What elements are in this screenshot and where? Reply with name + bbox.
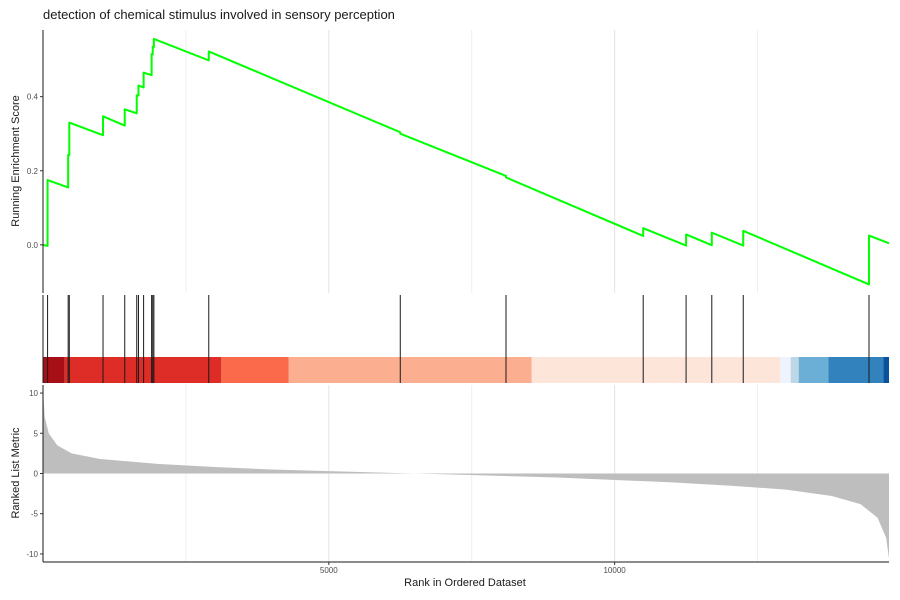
es-tick-label: 0.0 [27,241,39,250]
tick-labels: 0.0 0.2 0.4 10 5 0 -5 -10 5000 10000 [26,93,626,575]
color-band [64,357,222,383]
metric-tick-label: 0 [34,470,39,479]
enrichment-score-line [42,37,890,286]
color-band [780,357,791,383]
color-band [221,357,289,383]
enrichment-score-path [42,37,890,286]
metric-tick-label: 5 [34,429,39,438]
x-tick-label: 10000 [603,566,626,575]
color-band [790,357,799,383]
es-tick-label: 0.2 [27,167,39,176]
color-band [883,357,889,383]
es-tick-label: 0.4 [27,93,39,102]
ranked-metric-area-path [43,389,889,559]
color-band [798,357,829,383]
metric-tick-label: -5 [31,510,39,519]
color-band [43,357,65,383]
ranked-metric-area [43,389,889,559]
color-band [288,357,532,383]
y-axis-title-ranked-metric: Ranked List Metric [10,427,22,519]
x-axis-title: Rank in Ordered Dataset [404,577,526,589]
metric-tick-label: 10 [29,389,38,398]
metric-tick-label: -10 [26,550,38,559]
y-axis-title-running-es: Running Enrichment Score [10,95,22,226]
color-band [531,357,781,383]
chart-title: detection of chemical stimulus involved … [43,7,395,22]
x-tick-label: 5000 [320,566,338,575]
color-bands [43,357,889,383]
color-band [828,357,884,383]
gene-hit-lines [47,295,870,383]
